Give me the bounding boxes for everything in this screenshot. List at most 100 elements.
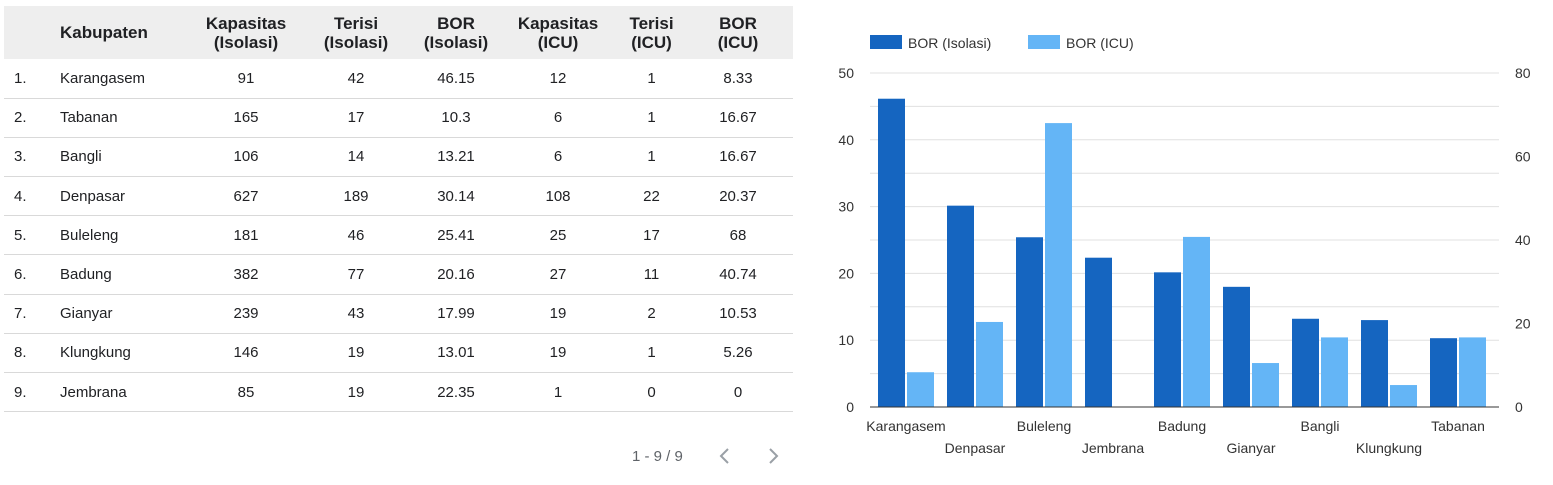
row-index: 5. [14, 226, 27, 244]
cell-bor-isolasi: 17.99 [437, 305, 475, 323]
legend-swatch [870, 35, 902, 49]
row-index: 2. [14, 109, 27, 127]
table-row[interactable]: 1. Karangasem 91 42 46.15 12 1 8.33 [4, 59, 793, 99]
cell-kapasitas-icu: 108 [545, 187, 571, 205]
cell-terisi-icu: 17 [643, 226, 660, 244]
cell-bor-isolasi: 46.15 [437, 69, 475, 87]
header-kabupaten[interactable]: Kabupaten [60, 23, 148, 42]
pagination: 1 - 9 / 9 [632, 444, 785, 468]
bar-bor-icu [1459, 337, 1486, 407]
cell-kabupaten: Gianyar [60, 305, 113, 323]
cell-kapasitas-isolasi: 239 [233, 305, 259, 323]
cell-terisi-isolasi: 19 [347, 383, 365, 401]
x-tick-label: Tabanan [1431, 418, 1485, 434]
header-bor-icu[interactable]: BOR (ICU) [717, 13, 759, 52]
cell-terisi-icu: 1 [647, 148, 656, 166]
header-kapasitas-icu[interactable]: Kapasitas (ICU) [517, 13, 599, 52]
cell-kabupaten: Jembrana [60, 383, 127, 401]
cell-kapasitas-isolasi: 627 [233, 187, 259, 205]
cell-terisi-isolasi: 43 [347, 305, 365, 323]
cell-kapasitas-isolasi: 382 [233, 266, 259, 284]
chevron-left-icon[interactable] [713, 444, 737, 468]
bar-bor-isolasi [1292, 318, 1319, 407]
row-index: 3. [14, 148, 27, 166]
x-tick-label: Gianyar [1226, 440, 1275, 456]
x-tick-label: Karangasem [866, 418, 945, 434]
y-left-tick-label: 10 [838, 332, 854, 348]
cell-kabupaten: Klungkung [60, 344, 131, 362]
cell-terisi-isolasi: 17 [347, 109, 365, 127]
cell-kapasitas-isolasi: 85 [237, 383, 255, 401]
header-terisi-isolasi[interactable]: Terisi (Isolasi) [323, 13, 389, 52]
cell-terisi-isolasi: 189 [343, 187, 369, 205]
bar-bor-icu [1321, 337, 1348, 407]
header-kapasitas-isolasi[interactable]: Kapasitas (Isolasi) [205, 13, 287, 52]
y-right-tick-label: 0 [1515, 399, 1523, 415]
table-row[interactable]: 8. Klungkung 146 19 13.01 19 1 5.26 [4, 333, 793, 373]
chevron-right-icon[interactable] [761, 444, 785, 468]
y-right-tick-label: 20 [1515, 316, 1531, 332]
data-table-panel: Kabupaten Kapasitas (Isolasi) Terisi (Isol… [4, 6, 793, 412]
cell-kapasitas-isolasi: 91 [237, 69, 255, 87]
cell-bor-icu: 20.37 [719, 187, 757, 205]
cell-kapasitas-isolasi: 146 [233, 344, 259, 362]
table-row[interactable]: 6. Badung 382 77 20.16 27 11 40.74 [4, 255, 793, 295]
cell-kabupaten: Denpasar [60, 187, 126, 205]
cell-terisi-icu: 2 [647, 305, 656, 323]
table-body: 1. Karangasem 91 42 46.15 12 1 8.33 2. Tabanan 165… [4, 59, 793, 412]
y-right-tick-label: 80 [1515, 65, 1531, 81]
x-tick-label: Buleleng [1017, 418, 1072, 434]
cell-bor-icu: 68 [729, 226, 747, 244]
bar-bor-isolasi [1430, 338, 1457, 407]
cell-terisi-icu: 11 [643, 266, 660, 284]
cell-kapasitas-icu: 25 [549, 226, 567, 244]
bar-bor-icu [1183, 236, 1210, 407]
bar-bor-isolasi [1085, 257, 1112, 407]
cell-kapasitas-icu: 6 [553, 148, 563, 166]
cell-terisi-isolasi: 19 [347, 344, 365, 362]
bar-bor-isolasi [1154, 272, 1181, 407]
x-tick-label: Klungkung [1356, 440, 1422, 456]
bar-bor-icu [907, 372, 934, 407]
bor-bar-chart: 0 10 20 30 40 50 0 20 40 60 80 Karangasem Denpasar Bu… [820, 20, 1553, 480]
y-right-tick-label: 40 [1515, 232, 1531, 248]
table-row[interactable]: 7. Gianyar 239 43 17.99 19 2 10.53 [4, 294, 793, 334]
cell-kapasitas-icu: 12 [549, 69, 567, 87]
cell-bor-isolasi: 20.16 [437, 266, 475, 284]
cell-bor-isolasi: 22.35 [437, 383, 475, 401]
y-left-tick-label: 30 [838, 199, 854, 215]
bar-bor-icu [976, 321, 1003, 407]
y-left-tick-label: 40 [838, 132, 854, 148]
table-row[interactable]: 3. Bangli 106 14 13.21 6 1 16.67 [4, 137, 793, 177]
cell-bor-isolasi: 30.14 [437, 187, 475, 205]
header-bor-isolasi[interactable]: BOR (Isolasi) [423, 13, 489, 52]
table-row[interactable]: 2. Tabanan 165 17 10.3 6 1 16.67 [4, 98, 793, 138]
table-row[interactable]: 4. Denpasar 627 189 30.14 108 22 20.37 [4, 177, 793, 216]
legend-label: BOR (Isolasi) [908, 35, 991, 51]
cell-kabupaten: Bangli [60, 148, 102, 166]
cell-kapasitas-isolasi: 106 [233, 148, 259, 166]
table-row[interactable]: 9. Jembrana 85 19 22.35 1 0 0 [4, 373, 793, 412]
y-right-tick-label: 60 [1515, 149, 1531, 165]
cell-kapasitas-icu: 19 [549, 344, 567, 362]
legend-swatch [1028, 35, 1060, 49]
x-tick-label: Denpasar [945, 440, 1006, 456]
row-index: 6. [14, 266, 27, 284]
x-tick-label: Badung [1158, 418, 1206, 434]
table-row[interactable]: 5. Buleleng 181 46 25.41 25 17 68 [4, 216, 793, 255]
cell-bor-isolasi: 13.01 [437, 344, 475, 362]
table-header-row: Kabupaten Kapasitas (Isolasi) Terisi (Isol… [4, 6, 793, 59]
cell-kapasitas-icu: 1 [553, 383, 563, 401]
header-terisi-icu[interactable]: Terisi (ICU) [629, 13, 674, 52]
bar-bor-isolasi [1223, 286, 1250, 407]
bar-bor-isolasi [947, 205, 974, 407]
cell-kapasitas-icu: 6 [553, 109, 563, 127]
cell-bor-icu: 8.33 [723, 69, 753, 87]
data-table: Kabupaten Kapasitas (Isolasi) Terisi (Isol… [4, 6, 793, 412]
cell-terisi-icu: 1 [647, 69, 656, 87]
bar-bor-icu [1252, 363, 1279, 407]
cell-terisi-icu: 0 [647, 383, 656, 401]
cell-kabupaten: Tabanan [60, 109, 118, 127]
cell-kapasitas-icu: 19 [549, 305, 567, 323]
cell-bor-isolasi: 10.3 [441, 109, 471, 127]
